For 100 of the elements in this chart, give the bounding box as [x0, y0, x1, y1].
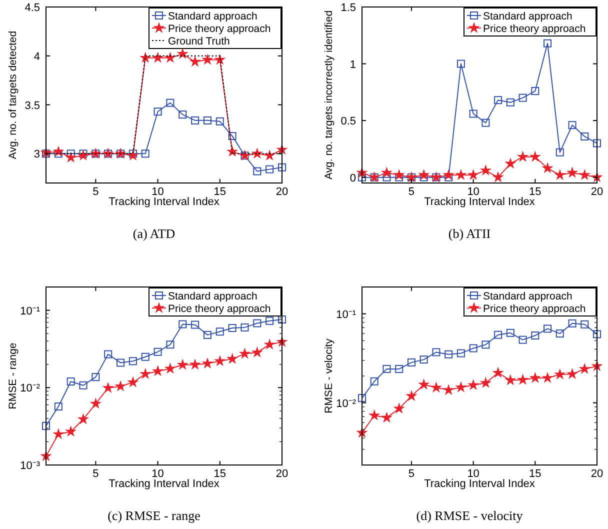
point: [53, 146, 64, 156]
x-axis-title: Tracking Interval Index: [424, 196, 536, 208]
point: [165, 363, 176, 373]
point: [141, 150, 150, 158]
x-tick-label: 5: [92, 186, 99, 198]
point: [152, 366, 163, 376]
point: [216, 117, 224, 126]
x-tick-label: 15: [529, 468, 542, 480]
legend-label: Price theory approach: [483, 303, 586, 315]
point: [518, 336, 527, 344]
point: [152, 52, 163, 62]
point: [554, 170, 565, 180]
point: [203, 116, 212, 124]
y-tick-label: 4: [34, 50, 40, 63]
point: [128, 150, 137, 158]
y-tick-label: 10⁻²: [20, 382, 40, 395]
legend-label: Standard approach: [168, 10, 258, 22]
point: [493, 172, 504, 182]
point: [90, 398, 101, 408]
x-tick-label: 15: [214, 186, 226, 198]
legend-label: Standard approach: [483, 290, 572, 302]
x-tick-label: 10: [152, 468, 164, 480]
point: [505, 375, 516, 385]
y-axis-title: RMSE - range: [7, 342, 19, 410]
point: [178, 48, 188, 58]
y-tick-label: 3.5: [24, 100, 40, 112]
point: [78, 414, 88, 424]
legend-label: Standard approach: [483, 10, 572, 22]
point: [580, 170, 590, 180]
point: [480, 165, 491, 175]
point: [216, 328, 224, 336]
point: [530, 152, 540, 162]
y-tick-label: 4.5: [24, 2, 40, 14]
point: [92, 373, 100, 382]
point: [518, 94, 527, 102]
point: [494, 96, 502, 104]
point: [432, 348, 440, 356]
point: [480, 378, 491, 388]
point: [166, 98, 174, 107]
point: [103, 382, 114, 392]
x-tick-label: 20: [276, 186, 288, 198]
point: [42, 422, 50, 430]
point: [382, 364, 391, 373]
legend-label: Standard approach: [168, 290, 258, 302]
point: [530, 372, 540, 382]
point: [418, 170, 429, 180]
x-tick-label: 5: [92, 468, 99, 480]
point: [140, 52, 150, 62]
point: [253, 167, 262, 176]
point: [166, 340, 174, 349]
point: [154, 108, 162, 116]
point: [431, 382, 442, 392]
x-tick-label: 20: [276, 468, 288, 480]
point: [104, 350, 112, 358]
point: [154, 348, 162, 356]
point: [567, 368, 578, 378]
point: [469, 110, 478, 118]
x-tick-label: 15: [214, 468, 226, 480]
point: [493, 368, 504, 378]
point: [141, 352, 150, 361]
legend-label: Price theory approach: [483, 23, 586, 35]
point: [214, 54, 225, 64]
point: [278, 163, 286, 172]
point: [580, 364, 590, 374]
point: [556, 330, 564, 338]
point: [240, 348, 250, 358]
point: [456, 60, 465, 68]
point: [382, 412, 392, 422]
x-tick-label: 10: [152, 186, 164, 198]
y-tick-label: 10⁻¹: [336, 308, 356, 321]
point: [444, 350, 453, 358]
y-tick-label: 3: [34, 148, 40, 161]
point: [556, 148, 564, 156]
point: [253, 319, 262, 328]
point: [567, 168, 578, 178]
point: [531, 87, 540, 96]
point: [116, 358, 125, 367]
y-tick-label: 1.5: [340, 2, 356, 14]
text: (a) ATD: [132, 226, 176, 241]
point: [420, 356, 428, 364]
point: [128, 377, 138, 387]
point: [494, 330, 502, 339]
point: [444, 384, 454, 394]
point: [444, 170, 454, 180]
y-tick-label: 0.5: [340, 116, 356, 128]
point: [394, 403, 404, 413]
legend-label: Ground Truth: [168, 36, 230, 48]
point: [178, 320, 187, 328]
point: [518, 152, 528, 162]
point: [580, 132, 589, 140]
point: [505, 158, 516, 168]
point: [531, 332, 540, 340]
point: [202, 54, 212, 64]
point: [178, 110, 187, 119]
point: [506, 98, 514, 106]
x-tick-label: 5: [408, 468, 415, 480]
point: [580, 320, 589, 328]
x-tick-label: 10: [467, 468, 480, 480]
point: [203, 330, 212, 339]
point: [66, 426, 76, 436]
